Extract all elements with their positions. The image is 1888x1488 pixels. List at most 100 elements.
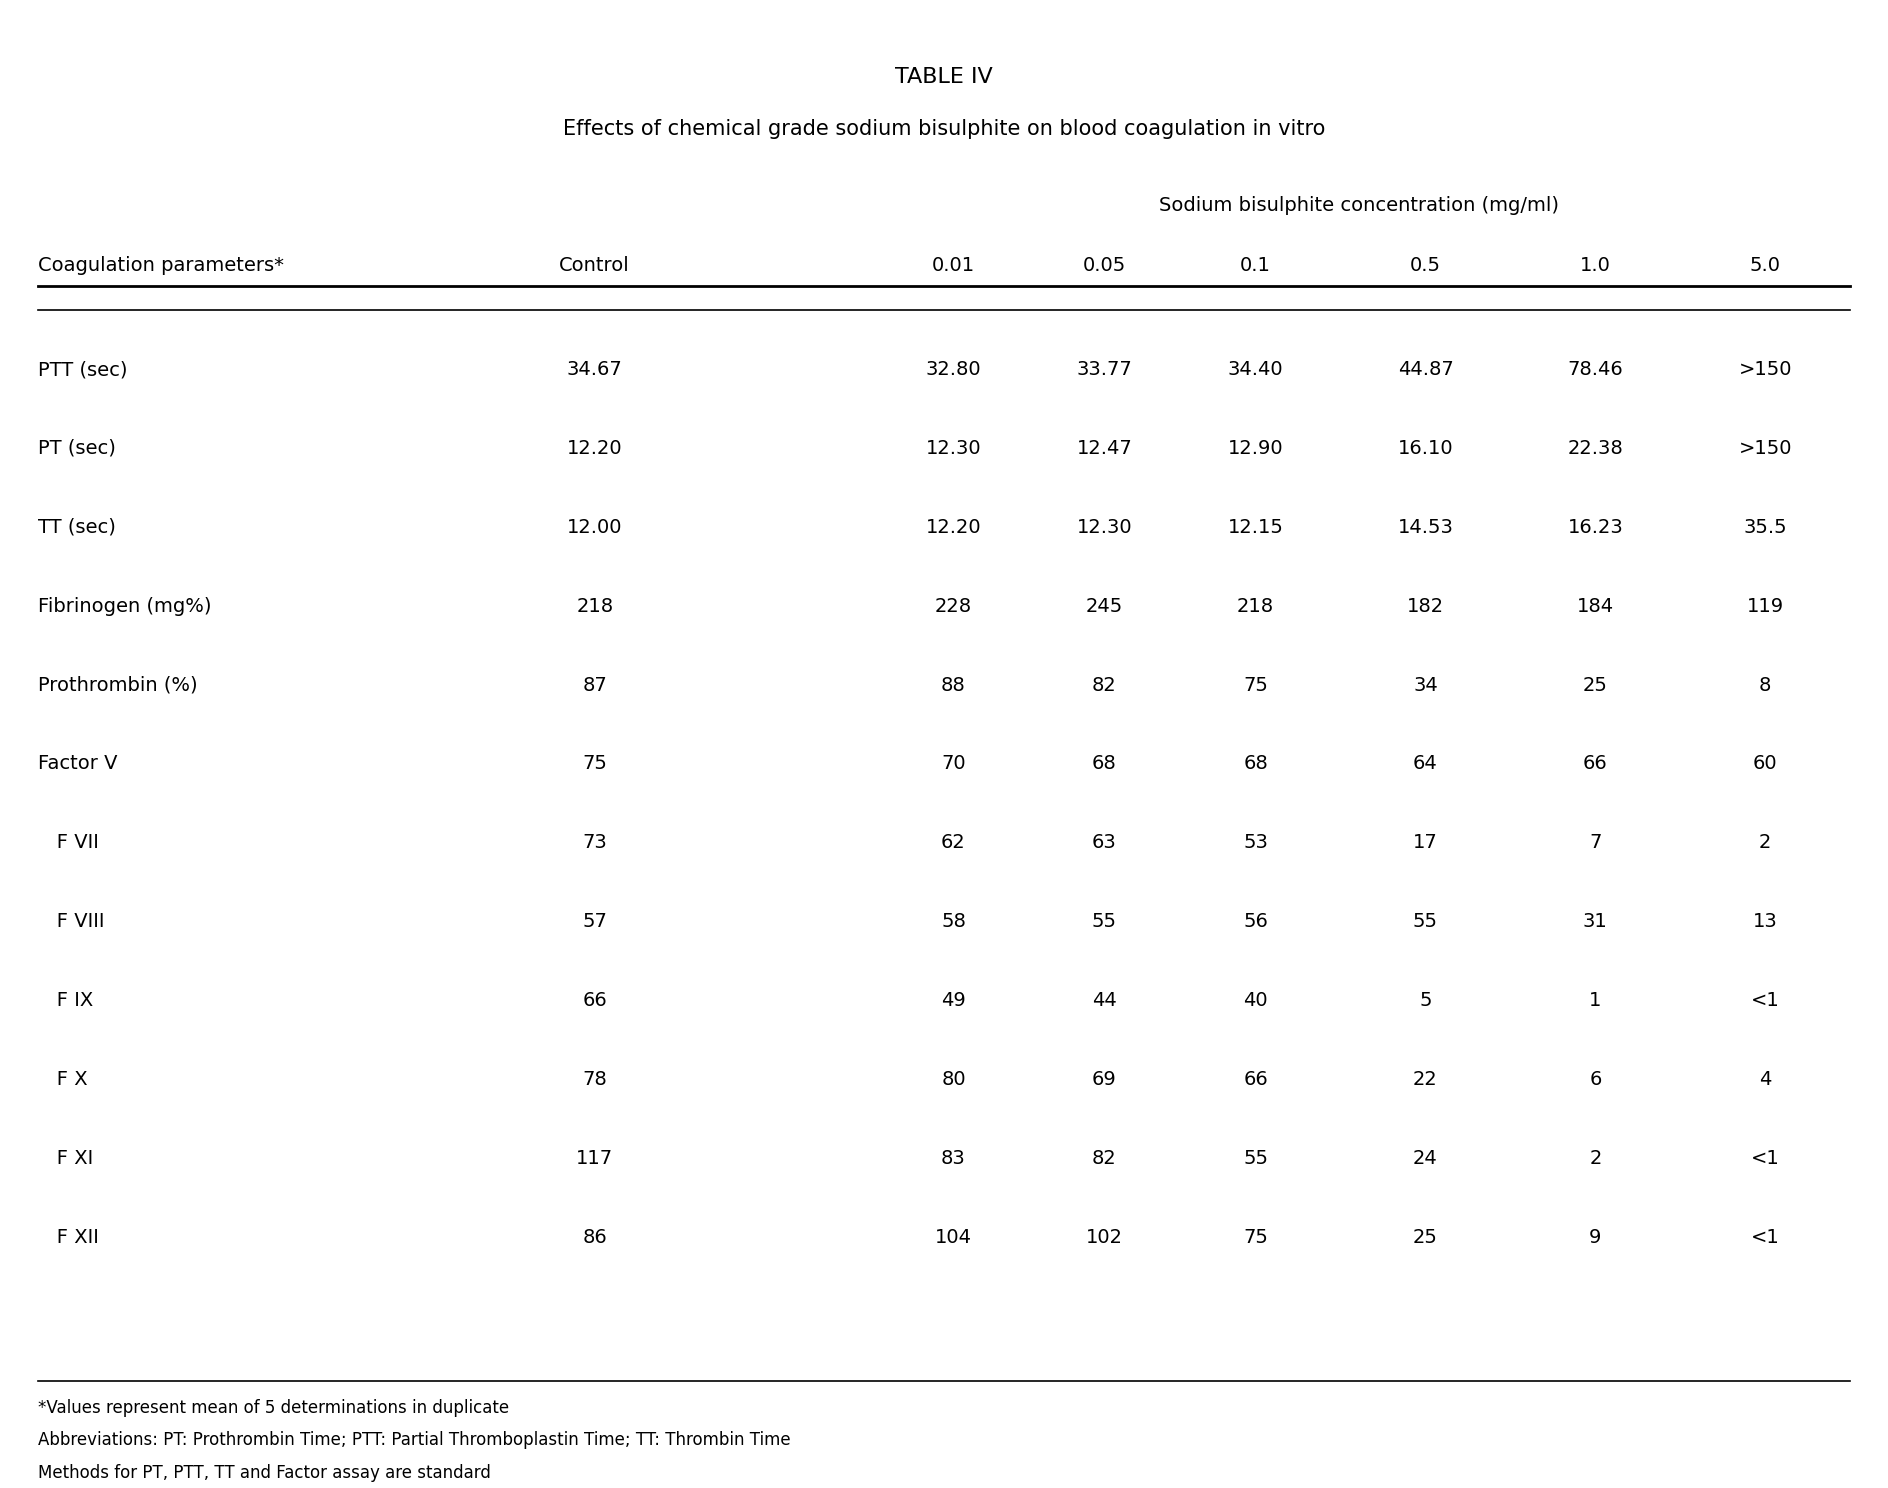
Text: 104: 104 xyxy=(935,1228,972,1247)
Text: F XII: F XII xyxy=(38,1228,98,1247)
Text: 5: 5 xyxy=(1420,991,1431,1010)
Text: >150: >150 xyxy=(1739,439,1792,458)
Text: Factor V: Factor V xyxy=(38,754,117,774)
Text: 73: 73 xyxy=(582,833,608,853)
Text: 12.47: 12.47 xyxy=(1076,439,1133,458)
Text: 44.87: 44.87 xyxy=(1397,360,1454,379)
Text: 60: 60 xyxy=(1752,754,1778,774)
Text: 63: 63 xyxy=(1091,833,1118,853)
Text: 2: 2 xyxy=(1590,1149,1601,1168)
Text: 33.77: 33.77 xyxy=(1076,360,1133,379)
Text: 83: 83 xyxy=(940,1149,967,1168)
Text: 5.0: 5.0 xyxy=(1750,256,1780,275)
Text: 87: 87 xyxy=(582,676,608,695)
Text: 245: 245 xyxy=(1086,597,1123,616)
Text: <1: <1 xyxy=(1750,1149,1780,1168)
Text: 9: 9 xyxy=(1590,1228,1601,1247)
Text: 40: 40 xyxy=(1242,991,1269,1010)
Text: TT (sec): TT (sec) xyxy=(38,518,115,537)
Text: 24: 24 xyxy=(1412,1149,1439,1168)
Text: F XI: F XI xyxy=(38,1149,93,1168)
Text: 34.67: 34.67 xyxy=(566,360,623,379)
Text: 12.15: 12.15 xyxy=(1227,518,1284,537)
Text: *Values represent mean of 5 determinations in duplicate: *Values represent mean of 5 determinatio… xyxy=(38,1399,510,1417)
Text: 117: 117 xyxy=(576,1149,614,1168)
Text: 13: 13 xyxy=(1752,912,1778,931)
Text: 75: 75 xyxy=(1242,676,1269,695)
Text: 12.20: 12.20 xyxy=(566,439,623,458)
Text: Methods for PT, PTT, TT and Factor assay are standard: Methods for PT, PTT, TT and Factor assay… xyxy=(38,1464,491,1482)
Text: 58: 58 xyxy=(940,912,967,931)
Text: 12.30: 12.30 xyxy=(925,439,982,458)
Text: 12.00: 12.00 xyxy=(566,518,623,537)
Text: 80: 80 xyxy=(940,1070,967,1089)
Text: 25: 25 xyxy=(1582,676,1609,695)
Text: <1: <1 xyxy=(1750,991,1780,1010)
Text: 0.5: 0.5 xyxy=(1410,256,1441,275)
Text: 102: 102 xyxy=(1086,1228,1123,1247)
Text: 6: 6 xyxy=(1590,1070,1601,1089)
Text: 57: 57 xyxy=(582,912,608,931)
Text: 22: 22 xyxy=(1412,1070,1439,1089)
Text: 55: 55 xyxy=(1091,912,1118,931)
Text: 25: 25 xyxy=(1412,1228,1439,1247)
Text: 32.80: 32.80 xyxy=(925,360,982,379)
Text: F VII: F VII xyxy=(38,833,98,853)
Text: 53: 53 xyxy=(1242,833,1269,853)
Text: Prothrombin (%): Prothrombin (%) xyxy=(38,676,198,695)
Text: 69: 69 xyxy=(1091,1070,1118,1089)
Text: 12.90: 12.90 xyxy=(1227,439,1284,458)
Text: Abbreviations: PT: Prothrombin Time; PTT: Partial Thromboplastin Time; TT: Throm: Abbreviations: PT: Prothrombin Time; PTT… xyxy=(38,1431,791,1449)
Text: Fibrinogen (mg%): Fibrinogen (mg%) xyxy=(38,597,211,616)
Text: 49: 49 xyxy=(940,991,967,1010)
Text: 82: 82 xyxy=(1091,1149,1118,1168)
Text: 7: 7 xyxy=(1590,833,1601,853)
Text: >150: >150 xyxy=(1739,360,1792,379)
Text: 184: 184 xyxy=(1576,597,1614,616)
Text: F VIII: F VIII xyxy=(38,912,104,931)
Text: F X: F X xyxy=(38,1070,87,1089)
Text: 1.0: 1.0 xyxy=(1580,256,1610,275)
Text: 1: 1 xyxy=(1590,991,1601,1010)
Text: Control: Control xyxy=(559,256,631,275)
Text: 86: 86 xyxy=(582,1228,608,1247)
Text: 34: 34 xyxy=(1412,676,1439,695)
Text: 66: 66 xyxy=(1242,1070,1269,1089)
Text: 12.20: 12.20 xyxy=(925,518,982,537)
Text: PTT (sec): PTT (sec) xyxy=(38,360,126,379)
Text: 66: 66 xyxy=(1582,754,1609,774)
Text: 2: 2 xyxy=(1760,833,1771,853)
Text: Effects of chemical grade sodium bisulphite on blood coagulation in vitro: Effects of chemical grade sodium bisulph… xyxy=(563,119,1325,138)
Text: 0.1: 0.1 xyxy=(1240,256,1271,275)
Text: 66: 66 xyxy=(582,991,608,1010)
Text: 218: 218 xyxy=(576,597,614,616)
Text: 12.30: 12.30 xyxy=(1076,518,1133,537)
Text: 55: 55 xyxy=(1242,1149,1269,1168)
Text: 0.05: 0.05 xyxy=(1084,256,1125,275)
Text: 44: 44 xyxy=(1091,991,1118,1010)
Text: 78: 78 xyxy=(582,1070,608,1089)
Text: 56: 56 xyxy=(1242,912,1269,931)
Text: 78.46: 78.46 xyxy=(1567,360,1624,379)
Text: 68: 68 xyxy=(1091,754,1118,774)
Text: 22.38: 22.38 xyxy=(1567,439,1624,458)
Text: 218: 218 xyxy=(1237,597,1274,616)
Text: 75: 75 xyxy=(1242,1228,1269,1247)
Text: Coagulation parameters*: Coagulation parameters* xyxy=(38,256,283,275)
Text: 16.10: 16.10 xyxy=(1397,439,1454,458)
Text: TABLE IV: TABLE IV xyxy=(895,67,993,86)
Text: 16.23: 16.23 xyxy=(1567,518,1624,537)
Text: 14.53: 14.53 xyxy=(1397,518,1454,537)
Text: 31: 31 xyxy=(1582,912,1609,931)
Text: 182: 182 xyxy=(1407,597,1444,616)
Text: 68: 68 xyxy=(1242,754,1269,774)
Text: 82: 82 xyxy=(1091,676,1118,695)
Text: 0.01: 0.01 xyxy=(933,256,974,275)
Text: F IX: F IX xyxy=(38,991,93,1010)
Text: 88: 88 xyxy=(940,676,967,695)
Text: 75: 75 xyxy=(582,754,608,774)
Text: 62: 62 xyxy=(940,833,967,853)
Text: 70: 70 xyxy=(940,754,967,774)
Text: 228: 228 xyxy=(935,597,972,616)
Text: 4: 4 xyxy=(1760,1070,1771,1089)
